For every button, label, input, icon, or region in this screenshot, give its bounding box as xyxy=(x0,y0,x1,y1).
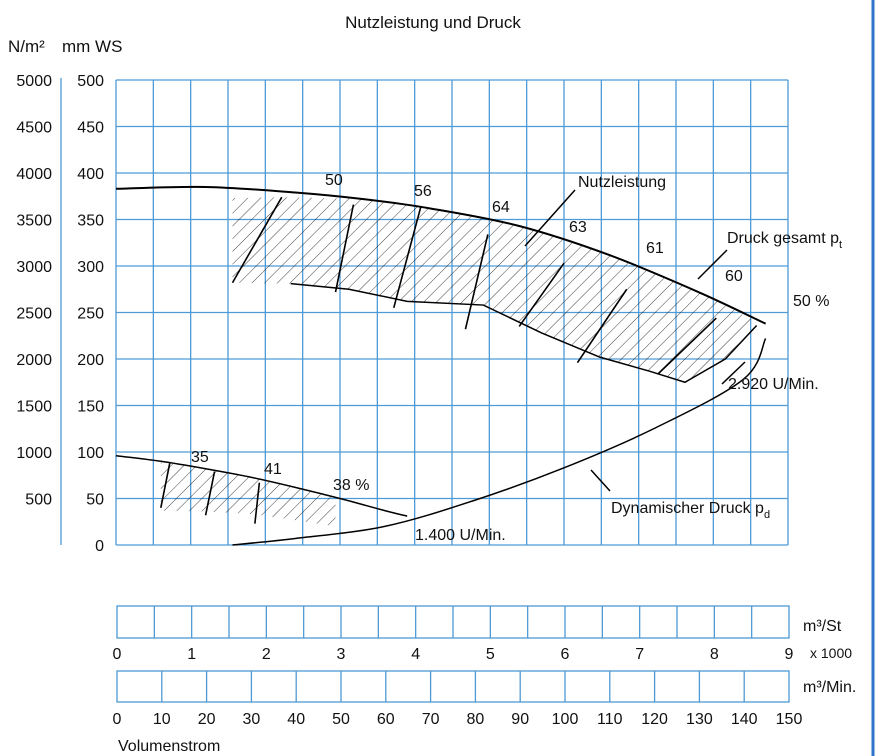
x1-tick-label: 5 xyxy=(486,646,495,663)
efficiency-label: 38 % xyxy=(333,477,369,494)
x2-tick-label: 130 xyxy=(686,711,713,728)
y-tick-label-mmws: 100 xyxy=(77,445,104,462)
x-axis-m3-st xyxy=(116,605,790,639)
y-tick-label-pa: 5000 xyxy=(16,73,52,90)
leader-druck-gesamt xyxy=(697,249,728,280)
x2-tick-label: 100 xyxy=(552,711,579,728)
efficiency-tick xyxy=(657,317,717,375)
x2-tick-label: 0 xyxy=(113,711,122,728)
y-tick-label-pa: 3500 xyxy=(16,213,52,230)
x2-tick-label: 30 xyxy=(243,711,261,728)
efficiency-label: 35 xyxy=(191,449,209,466)
efficiency-label: 64 xyxy=(492,199,510,216)
x2-tick-label: 120 xyxy=(641,711,668,728)
series-druck-gesamt xyxy=(115,185,767,325)
y-tick-label-mmws: 300 xyxy=(77,259,104,276)
y-tick-labels-pa: 5000 4500 4000 3500 3000 2500 2000 1500 1000 500 xyxy=(16,73,52,509)
y-tick-label-pa: 4500 xyxy=(16,120,52,137)
x-tick-labels-m3-st: 0 1 2 3 4 5 6 7 8 9 xyxy=(113,646,794,663)
efficiency-tick-lines xyxy=(160,196,717,524)
series-1400-upm xyxy=(115,454,408,517)
efficiency-tick xyxy=(231,196,283,284)
y-tick-label-pa: 1000 xyxy=(16,445,52,462)
y-tick-label-pa: 500 xyxy=(25,492,52,509)
efficiency-tick xyxy=(334,204,355,293)
efficiency-label: 50 % xyxy=(793,293,829,310)
efficiency-area-1400 xyxy=(160,462,336,527)
y-tick-label-mmws: 250 xyxy=(77,306,104,323)
label-druck-gesamt: Druck gesamt pt xyxy=(727,230,842,251)
y-tick-label-mmws: 350 xyxy=(77,213,104,230)
x2-tick-label: 80 xyxy=(467,711,485,728)
x1-tick-label: 9 xyxy=(785,646,794,663)
y-tick-label-mmws: 450 xyxy=(77,120,104,137)
x2-tick-label: 40 xyxy=(287,711,305,728)
y-tick-label-mmws: 400 xyxy=(77,166,104,183)
efficiency-tick xyxy=(204,471,216,516)
label-nutzleistung: Nutzleistung xyxy=(578,174,666,191)
x2-tick-label: 20 xyxy=(198,711,216,728)
efficiency-label: 61 xyxy=(646,240,664,257)
y-tick-label-mmws: 200 xyxy=(77,352,104,369)
x1-tick-label: 7 xyxy=(635,646,644,663)
label-speed-low: 1.400 U/Min. xyxy=(415,527,506,544)
x2-tick-label: 10 xyxy=(153,711,171,728)
efficiency-label: 63 xyxy=(569,219,587,236)
efficiency-lower-bound xyxy=(290,282,758,384)
x1-tick-label: 2 xyxy=(262,646,271,663)
x2-unit-label: m³/Min. xyxy=(803,679,856,696)
x1-tick-label: 3 xyxy=(337,646,346,663)
x2-tick-label: 50 xyxy=(332,711,350,728)
y-tick-label-mmws: 50 xyxy=(86,492,104,509)
y-tick-label-pa: 4000 xyxy=(16,166,52,183)
efficiency-tick xyxy=(576,288,628,364)
efficiency-label: 50 xyxy=(325,172,343,189)
efficiency-label: 56 xyxy=(414,183,432,200)
x1-tick-label: 4 xyxy=(411,646,420,663)
chart-title: Nutzleistung und Druck xyxy=(345,13,521,32)
efficiency-labels: 50 56 64 63 61 60 50 % 35 41 38 % xyxy=(191,172,829,494)
x1-tick-label: 6 xyxy=(561,646,570,663)
y-tick-label-pa: 2000 xyxy=(16,352,52,369)
x1-tick-label: 8 xyxy=(710,646,719,663)
x1-multiplier: x 1000 xyxy=(810,645,852,661)
x2-tick-label: 90 xyxy=(511,711,529,728)
efficiency-tick xyxy=(464,234,489,330)
x2-tick-label: 140 xyxy=(731,711,758,728)
y-tick-label-pa: 3000 xyxy=(16,259,52,276)
x1-tick-label: 1 xyxy=(187,646,196,663)
x-tick-labels-m3-min: 0 10 20 30 40 50 60 70 80 90 100 110 120 130 140 150 xyxy=(113,711,803,728)
y-tick-label-pa: 2500 xyxy=(16,306,52,323)
y-tick-label-pa: 1500 xyxy=(16,399,52,416)
x2-tick-label: 70 xyxy=(422,711,440,728)
x-axis-m3-min xyxy=(116,670,790,703)
efficiency-label: 60 xyxy=(725,268,743,285)
x2-tick-label: 60 xyxy=(377,711,395,728)
label-dynamisch: Dynamischer Druck pd xyxy=(611,500,770,521)
x1-unit-label: m³/St xyxy=(803,618,842,635)
efficiency-tick xyxy=(518,262,565,327)
x-axis-title: Volumenstrom xyxy=(118,738,220,755)
efficiency-label: 41 xyxy=(264,461,282,478)
efficiency-tick xyxy=(254,482,261,524)
y-tick-label-mmws: 500 xyxy=(77,73,104,90)
efficiency-area-2920 xyxy=(232,197,757,383)
label-speed-high: 2.920 U/Min. xyxy=(728,376,819,393)
leader-dynamisch xyxy=(590,469,611,492)
y-axis-unit-right: mm WS xyxy=(62,37,122,56)
y-tick-label-mmws: 0 xyxy=(95,538,104,555)
series-dynamischer-druck xyxy=(232,338,767,546)
leader-speed-high xyxy=(721,361,746,385)
x1-tick-label: 0 xyxy=(113,646,122,663)
leader-nutzleistung xyxy=(524,189,576,247)
x2-tick-label: 150 xyxy=(776,711,803,728)
y-axis-unit-left: N/m² xyxy=(8,37,45,56)
efficiency-tick xyxy=(392,207,422,309)
x2-tick-label: 110 xyxy=(597,711,623,728)
x2-scale-box xyxy=(116,670,790,703)
y-tick-label-mmws: 150 xyxy=(77,399,104,416)
efficiency-tick xyxy=(160,463,171,508)
